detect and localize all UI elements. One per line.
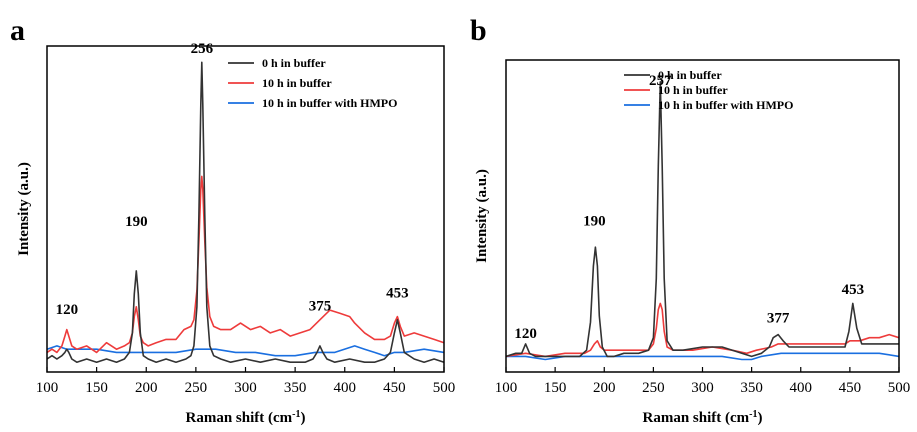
x-axis-title-b: Raman shift (cm-1) xyxy=(643,409,763,427)
legend-label: 10 h in buffer xyxy=(658,83,728,97)
x-tick-label: 150 xyxy=(85,380,108,396)
legend-label: 0 h in buffer xyxy=(658,68,722,82)
x-tick-label: 400 xyxy=(790,380,813,396)
legend-label: 10 h in buffer xyxy=(262,76,332,90)
peak-label: 377 xyxy=(767,310,790,326)
peak-labels-b: 120 190 257 377 453 xyxy=(514,73,864,342)
x-tick-label: 500 xyxy=(888,380,911,396)
peak-label: 120 xyxy=(514,326,537,342)
x-tick-label: 400 xyxy=(334,380,357,396)
x-tick-label: 100 xyxy=(495,380,518,396)
series-layer-b xyxy=(505,81,900,361)
peak-label: 190 xyxy=(583,214,606,230)
peak-label: 120 xyxy=(56,302,79,318)
panel-b: b 100 150 200 250 300 350 400 450 500 120 190 257 3… xyxy=(470,14,910,426)
peak-label: 256 xyxy=(191,41,214,57)
x-tick-label: 200 xyxy=(593,380,616,396)
panel-a: a 100 150 200 250 300 350 400 450 500 120 190 256 3… xyxy=(10,14,455,426)
legend-label: 10 h in buffer with HMPO xyxy=(262,96,397,110)
x-axis-title-a: Raman shift (cm-1) xyxy=(186,409,306,427)
series-line-2-b xyxy=(505,302,900,358)
series-line-1-a xyxy=(46,61,445,364)
x-ticks-a: 100 150 200 250 300 350 400 450 500 xyxy=(36,367,456,396)
series-line-1-b xyxy=(505,81,899,358)
x-tick-label: 450 xyxy=(383,380,406,396)
x-tick-label: 250 xyxy=(642,380,665,396)
legend-a: 0 h in buffer 10 h in buffer 10 h in buffe… xyxy=(228,56,397,110)
x-tick-label: 350 xyxy=(740,380,763,396)
y-axis-title-b: Intensity (a.u.) xyxy=(474,169,490,263)
x-tick-label: 300 xyxy=(691,380,714,396)
x-tick-label: 100 xyxy=(36,380,59,396)
y-axis-title-a: Intensity (a.u.) xyxy=(16,162,32,256)
series-line-3-a xyxy=(46,345,445,357)
panel-label-a: a xyxy=(10,14,25,47)
series-line-2-a xyxy=(46,175,445,354)
peak-label: 257 xyxy=(649,73,672,89)
x-tick-label: 450 xyxy=(839,380,862,396)
x-tick-label: 150 xyxy=(544,380,567,396)
panel-label-b: b xyxy=(470,14,487,47)
peak-label: 453 xyxy=(386,286,409,302)
x-tick-label: 250 xyxy=(185,380,208,396)
peak-label: 375 xyxy=(309,299,332,315)
peak-label: 190 xyxy=(125,214,148,230)
x-tick-label: 300 xyxy=(234,380,257,396)
plot-frame-a xyxy=(46,45,445,373)
series-layer-a xyxy=(46,61,445,364)
x-ticks-b: 100 150 200 250 300 350 400 450 500 xyxy=(495,367,911,396)
legend-label: 0 h in buffer xyxy=(262,56,326,70)
x-tick-label: 200 xyxy=(135,380,158,396)
x-tick-label: 350 xyxy=(284,380,307,396)
peak-labels-a: 120 190 256 375 453 xyxy=(56,41,409,318)
x-tick-label: 500 xyxy=(433,380,456,396)
peak-label: 453 xyxy=(842,282,865,298)
legend-label: 10 h in buffer with HMPO xyxy=(658,98,793,112)
